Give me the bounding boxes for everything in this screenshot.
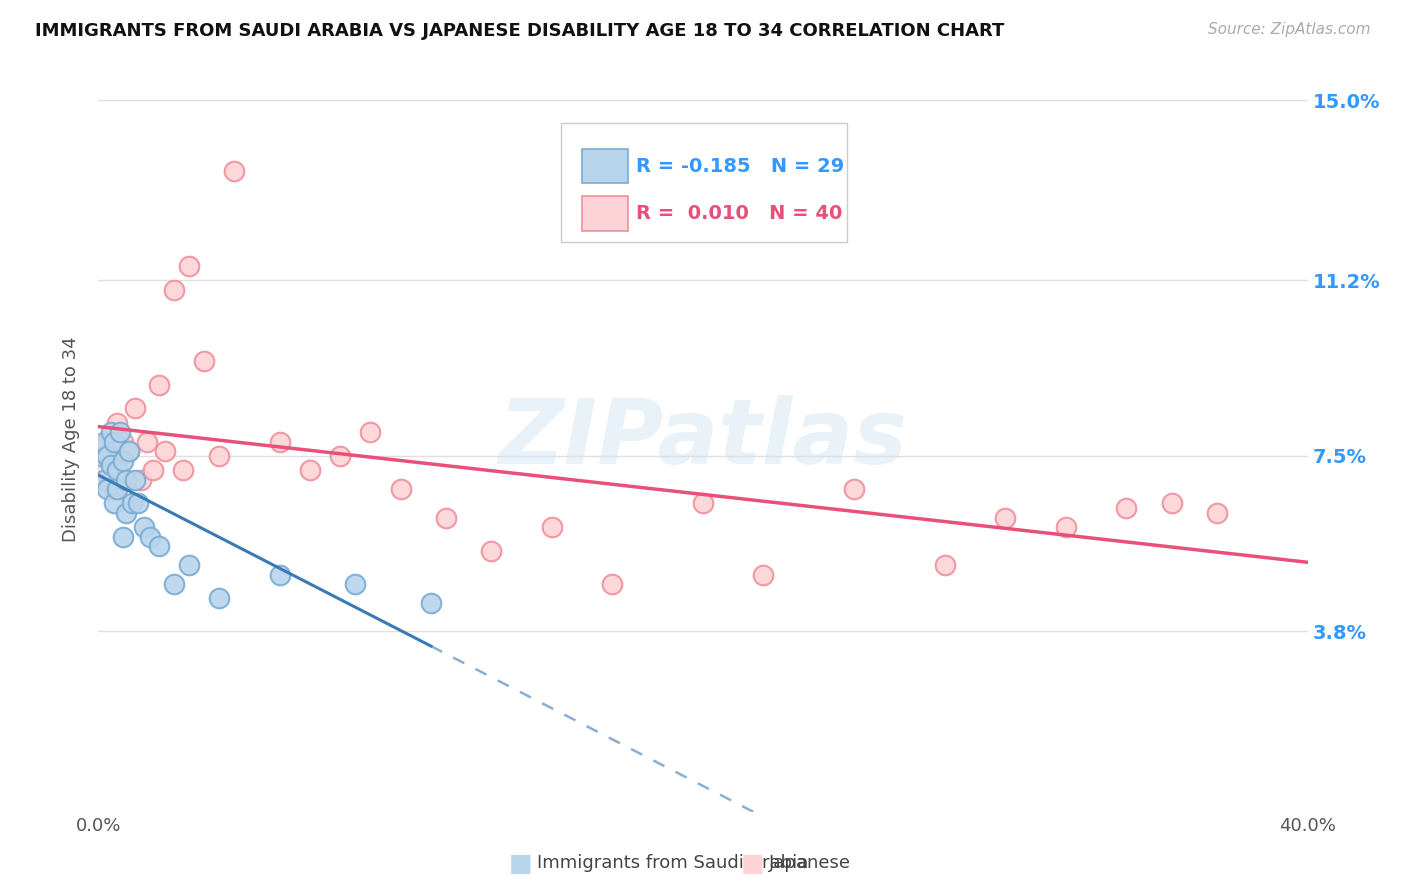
Point xyxy=(148,377,170,392)
Text: ZIPatlas: ZIPatlas xyxy=(499,395,907,483)
Point xyxy=(360,425,382,440)
Point xyxy=(105,416,128,430)
Point xyxy=(90,449,112,463)
Point xyxy=(269,434,291,449)
Text: IMMIGRANTS FROM SAUDI ARABIA VS JAPANESE DISABILITY AGE 18 TO 34 CORRELATION CHA: IMMIGRANTS FROM SAUDI ARABIA VS JAPANESE… xyxy=(35,22,1004,40)
Point xyxy=(103,434,125,449)
Text: Immigrants from Saudi Arabia: Immigrants from Saudi Arabia xyxy=(537,855,808,872)
Point xyxy=(208,449,231,463)
Point xyxy=(344,577,367,591)
Point xyxy=(96,434,118,449)
Point xyxy=(111,434,134,449)
Point xyxy=(1206,506,1229,520)
Text: R = -0.185   N = 29: R = -0.185 N = 29 xyxy=(636,157,845,176)
Point xyxy=(142,463,165,477)
Point xyxy=(114,473,136,487)
Point xyxy=(103,482,125,496)
Point xyxy=(135,434,157,449)
Point xyxy=(108,449,131,463)
Point xyxy=(96,449,118,463)
Point xyxy=(434,510,457,524)
Text: Source: ZipAtlas.com: Source: ZipAtlas.com xyxy=(1208,22,1371,37)
Point xyxy=(118,444,141,458)
Point xyxy=(105,463,128,477)
Point xyxy=(179,259,201,273)
Point xyxy=(153,444,176,458)
Point xyxy=(90,449,112,463)
Text: ■: ■ xyxy=(509,852,531,875)
Point xyxy=(1115,501,1137,516)
Point xyxy=(844,482,866,496)
Point xyxy=(124,473,146,487)
Point xyxy=(114,473,136,487)
Point xyxy=(299,463,322,477)
Point xyxy=(163,283,186,297)
Y-axis label: Disability Age 18 to 34: Disability Age 18 to 34 xyxy=(62,336,80,542)
Point xyxy=(420,596,443,610)
Point xyxy=(93,434,115,449)
Point xyxy=(114,506,136,520)
Point xyxy=(124,401,146,416)
Point xyxy=(121,496,143,510)
Point xyxy=(93,463,115,477)
Point xyxy=(994,510,1017,524)
Point xyxy=(100,458,122,473)
Point xyxy=(127,496,149,510)
Point xyxy=(752,567,775,582)
Point xyxy=(540,520,562,534)
Point xyxy=(1160,496,1182,510)
Point xyxy=(103,496,125,510)
Point xyxy=(132,520,155,534)
Point xyxy=(139,530,162,544)
Point xyxy=(129,473,152,487)
Point xyxy=(329,449,352,463)
Point xyxy=(96,482,118,496)
Point xyxy=(108,425,131,440)
Point xyxy=(208,591,231,606)
Point xyxy=(193,354,215,368)
Point xyxy=(100,425,122,440)
Point xyxy=(172,463,194,477)
Point xyxy=(1054,520,1077,534)
Point xyxy=(118,444,141,458)
Text: R =  0.010   N = 40: R = 0.010 N = 40 xyxy=(636,204,842,223)
Point xyxy=(269,567,291,582)
Point xyxy=(111,530,134,544)
Point xyxy=(692,496,714,510)
Point xyxy=(163,577,186,591)
Point xyxy=(224,164,246,178)
Point xyxy=(111,453,134,467)
Point xyxy=(481,543,503,558)
Text: Japanese: Japanese xyxy=(769,855,851,872)
Point xyxy=(934,558,956,572)
Point xyxy=(148,539,170,553)
Point xyxy=(105,482,128,496)
Point xyxy=(93,473,115,487)
Point xyxy=(179,558,201,572)
Text: ■: ■ xyxy=(741,852,763,875)
Point xyxy=(100,473,122,487)
Point xyxy=(389,482,412,496)
Point xyxy=(602,577,624,591)
